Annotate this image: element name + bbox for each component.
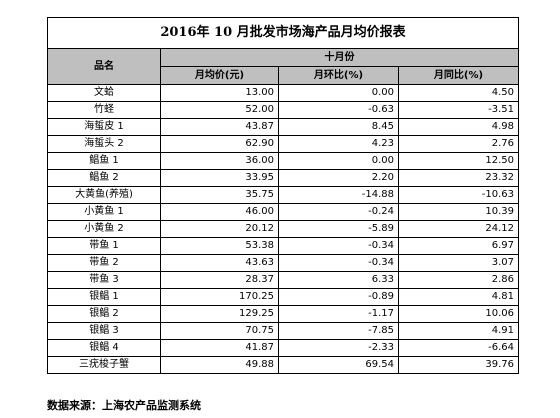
- header-period: 十月份: [159, 48, 520, 67]
- table-row: 银鲳 4 41.87 -2.33 -6.64: [47, 339, 520, 357]
- row-mom-cell: 4.23: [278, 135, 399, 153]
- row-name-cell: 鲳鱼 2: [47, 169, 161, 187]
- table-row: 银鲳 3 70.75 -7.85 4.91: [47, 322, 520, 340]
- row-price-cell: 49.88: [160, 356, 279, 374]
- row-name-cell: 银鲳 3: [47, 322, 161, 340]
- row-name-cell: 鲳鱼 1: [47, 152, 161, 170]
- row-name-cell: 大黄鱼(养殖): [47, 186, 161, 204]
- row-yoy-cell: 4.98: [397, 118, 520, 136]
- table-row: 三疣梭子蟹 49.88 69.54 39.76: [47, 356, 520, 374]
- row-yoy-cell: -6.64: [397, 339, 520, 357]
- row-name-cell: 三疣梭子蟹: [47, 356, 161, 374]
- row-yoy-cell: 2.76: [397, 135, 520, 153]
- row-mom-cell: 6.33: [278, 271, 399, 289]
- table-row: 鲳鱼 1 36.00 0.00 12.50: [47, 152, 520, 170]
- row-name-cell: 带鱼 3: [47, 271, 161, 289]
- row-mom-cell: 0.00: [278, 84, 399, 102]
- row-price-cell: 46.00: [160, 203, 279, 221]
- row-mom-cell: 0.00: [278, 152, 399, 170]
- table-row: 海蜇皮 1 43.87 8.45 4.98: [47, 118, 520, 136]
- row-yoy-cell: 24.12: [397, 220, 520, 238]
- row-price-cell: 43.63: [160, 254, 279, 272]
- table-row: 竹蛏 52.00 -0.63 -3.51: [47, 101, 520, 119]
- row-mom-cell: 8.45: [278, 118, 399, 136]
- row-mom-cell: -5.89: [278, 220, 399, 238]
- row-price-cell: 20.12: [160, 220, 279, 238]
- row-yoy-cell: 4.91: [397, 322, 520, 340]
- row-name-cell: 带鱼 2: [47, 254, 161, 272]
- row-mom-cell: -1.17: [278, 305, 399, 323]
- row-price-cell: 33.95: [160, 169, 279, 187]
- row-price-cell: 53.38: [160, 237, 279, 255]
- row-name-cell: 银鲳 4: [47, 339, 161, 357]
- row-yoy-cell: 10.06: [397, 305, 520, 323]
- row-name-cell: 银鲳 2: [47, 305, 161, 323]
- row-yoy-cell: 23.32: [397, 169, 520, 187]
- table-row: 海蜇头 2 62.90 4.23 2.76: [47, 135, 520, 153]
- row-name-cell: 带鱼 1: [47, 237, 161, 255]
- row-mom-cell: -0.24: [278, 203, 399, 221]
- row-yoy-cell: 39.76: [397, 356, 520, 374]
- row-mom-cell: 69.54: [278, 356, 399, 374]
- table-row: 银鲳 1 170.25 -0.89 4.81: [47, 288, 520, 306]
- row-yoy-cell: 4.50: [397, 84, 520, 102]
- row-yoy-cell: 4.81: [397, 288, 520, 306]
- table-body: 文蛤 13.00 0.00 4.50 竹蛏 52.00 -0.63 -3.51 海蜇皮 1 43.…: [47, 84, 520, 374]
- row-price-cell: 41.87: [160, 339, 279, 357]
- row-price-cell: 70.75: [160, 322, 279, 340]
- row-price-cell: 43.87: [160, 118, 279, 136]
- row-yoy-cell: 2.86: [397, 271, 520, 289]
- table-row: 带鱼 1 53.38 -0.34 6.97: [47, 237, 520, 255]
- row-yoy-cell: -10.63: [397, 186, 520, 204]
- row-name-cell: 竹蛏: [47, 101, 161, 119]
- row-name-cell: 海蜇皮 1: [47, 118, 161, 136]
- row-price-cell: 36.00: [160, 152, 279, 170]
- table-title: 2016年 10 月批发市场海产品月均价报表: [46, 17, 520, 49]
- row-yoy-cell: -3.51: [397, 101, 520, 119]
- header-yoy: 月同比(%): [397, 66, 520, 85]
- header-mom: 月环比(%): [278, 66, 399, 85]
- row-mom-cell: -0.34: [278, 254, 399, 272]
- data-source-note: 数据来源：上海农产品监测系统: [47, 399, 201, 412]
- row-price-cell: 52.00: [160, 101, 279, 119]
- row-price-cell: 170.25: [160, 288, 279, 306]
- row-yoy-cell: 10.39: [397, 203, 520, 221]
- row-mom-cell: -0.89: [278, 288, 399, 306]
- row-price-cell: 35.75: [160, 186, 279, 204]
- table-row: 小黄鱼 1 46.00 -0.24 10.39: [47, 203, 520, 221]
- row-yoy-cell: 12.50: [397, 152, 520, 170]
- row-name-cell: 海蜇头 2: [47, 135, 161, 153]
- row-mom-cell: 2.20: [278, 169, 399, 187]
- row-mom-cell: -0.34: [278, 237, 399, 255]
- row-yoy-cell: 6.97: [397, 237, 520, 255]
- price-report-table: 2016年 10 月批发市场海产品月均价报表 品名 十月份 月均价(元) 月环比…: [46, 17, 520, 374]
- row-name-cell: 银鲳 1: [47, 288, 161, 306]
- header-name: 品名: [47, 48, 161, 85]
- row-mom-cell: -2.33: [278, 339, 399, 357]
- row-price-cell: 28.37: [160, 271, 279, 289]
- table-row: 小黄鱼 2 20.12 -5.89 24.12: [47, 220, 520, 238]
- row-price-cell: 13.00: [160, 84, 279, 102]
- table-row: 银鲳 2 129.25 -1.17 10.06: [47, 305, 520, 323]
- row-price-cell: 129.25: [160, 305, 279, 323]
- row-name-cell: 文蛤: [47, 84, 161, 102]
- table-row: 带鱼 2 43.63 -0.34 3.07: [47, 254, 520, 272]
- row-mom-cell: -14.88: [278, 186, 399, 204]
- header-avg-price: 月均价(元): [160, 66, 279, 85]
- table-row: 大黄鱼(养殖) 35.75 -14.88 -10.63: [47, 186, 520, 204]
- row-mom-cell: -0.63: [278, 101, 399, 119]
- row-price-cell: 62.90: [160, 135, 279, 153]
- table-row: 鲳鱼 2 33.95 2.20 23.32: [47, 169, 520, 187]
- row-mom-cell: -7.85: [278, 322, 399, 340]
- row-name-cell: 小黄鱼 2: [47, 220, 161, 238]
- table-row: 带鱼 3 28.37 6.33 2.86: [47, 271, 520, 289]
- row-yoy-cell: 3.07: [397, 254, 520, 272]
- table-row: 文蛤 13.00 0.00 4.50: [47, 84, 520, 102]
- row-name-cell: 小黄鱼 1: [47, 203, 161, 221]
